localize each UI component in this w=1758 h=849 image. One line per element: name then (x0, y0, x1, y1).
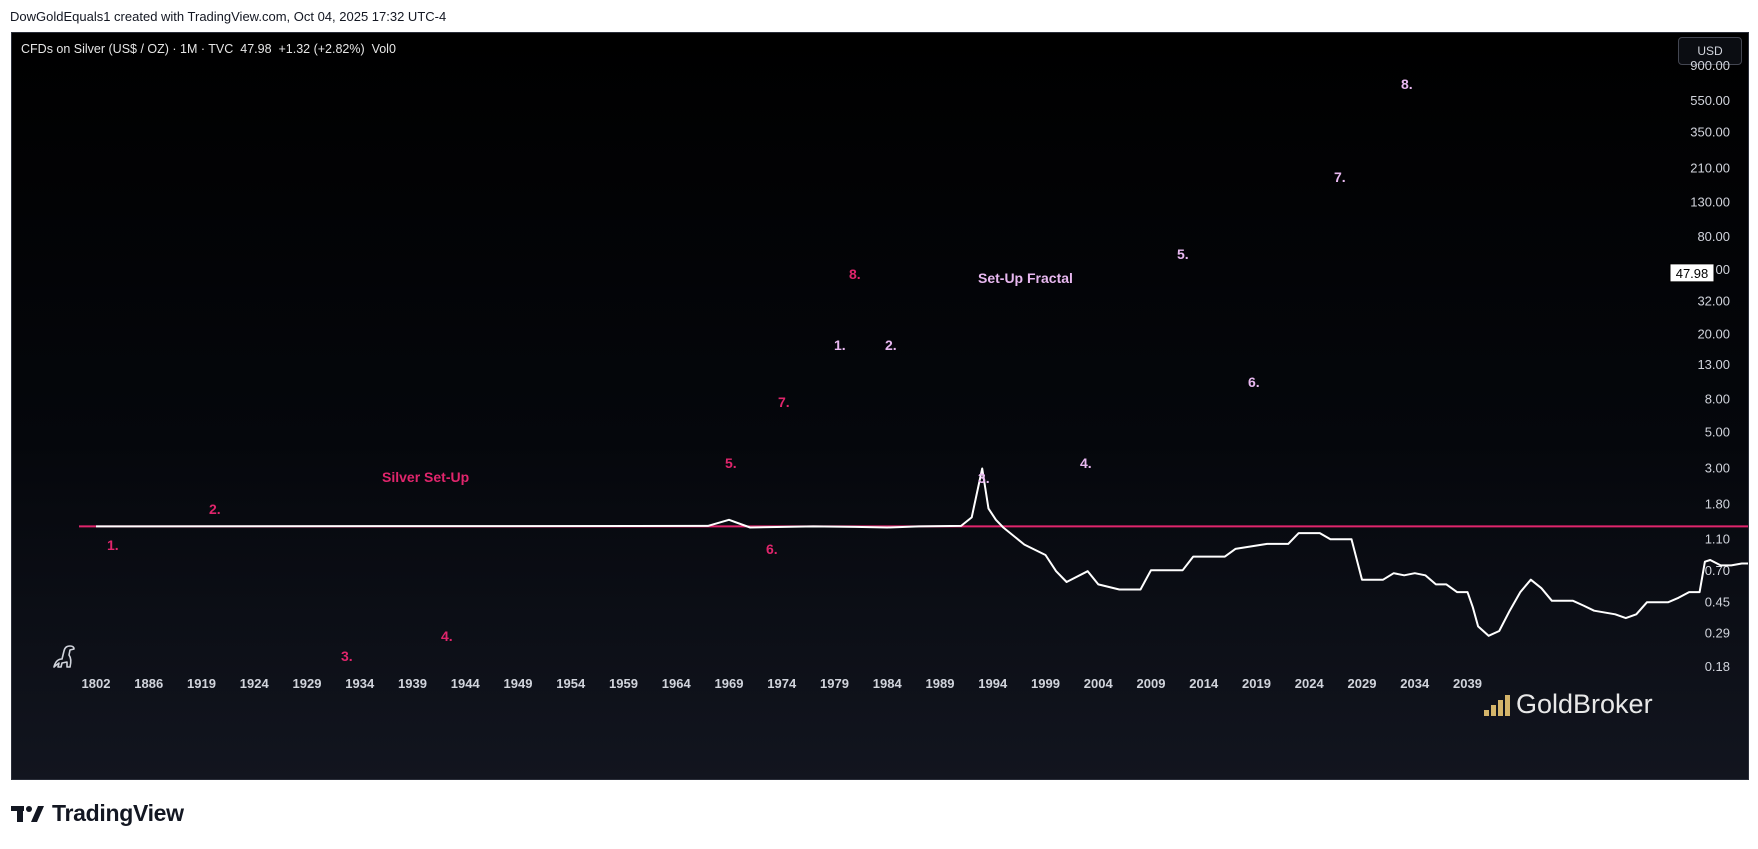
y-tick-label: 8.00 (1705, 391, 1730, 406)
y-tick-label: 0.70 (1705, 563, 1730, 578)
y-tick-label: 900.00 (1690, 58, 1730, 73)
x-tick-label: 2029 (1348, 676, 1377, 691)
y-tick-label: 32.00 (1697, 293, 1730, 308)
silver-label-5: 5. (725, 455, 737, 471)
silver-label-1: 1. (107, 537, 119, 553)
tradingview-text: TradingView (52, 800, 184, 826)
fractal-label-6: 6. (1248, 374, 1260, 390)
y-tick-label: 80.00 (1697, 229, 1730, 244)
y-tick-label: 13.00 (1697, 357, 1730, 372)
x-tick-label: 1979 (820, 676, 849, 691)
y-tick-label: 550.00 (1690, 93, 1730, 108)
tradingview-logo-icon (11, 805, 44, 822)
x-tick-label: 1969 (715, 676, 744, 691)
currency-button[interactable]: USD (1678, 37, 1742, 65)
fractal-label-1: 1. (834, 337, 846, 353)
x-tick-label: 1994 (978, 676, 1008, 691)
x-tick-label: 2039 (1453, 676, 1482, 691)
silver-label-8: 8. (849, 266, 861, 282)
x-tick-label: 1934 (345, 676, 375, 691)
x-tick-label: 1954 (556, 676, 586, 691)
fractal-title: Set-Up Fractal (978, 270, 1073, 286)
goldbroker-logo: GoldBroker (1484, 689, 1653, 720)
chart-caption: DowGoldEquals1 created with TradingView.… (10, 9, 447, 24)
x-tick-label: 2019 (1242, 676, 1271, 691)
x-tick-label: 1984 (873, 676, 903, 691)
silver-label-4: 4. (441, 628, 453, 644)
tradingview-brand[interactable]: TradingView (11, 800, 184, 827)
x-tick-label: 1964 (662, 676, 692, 691)
y-tick-label: 210.00 (1690, 161, 1730, 176)
y-tick-label: 130.00 (1690, 195, 1730, 210)
x-tick-label: 1999 (1031, 676, 1060, 691)
x-tick-label: 2034 (1400, 676, 1430, 691)
x-axis: 1802 1886 1919 1924 1929 1934 1939 1944 1949 1954… (82, 676, 1482, 691)
silver-label-7: 7. (778, 394, 790, 410)
y-tick-label: 1.80 (1705, 497, 1730, 512)
x-tick-label: 1802 (82, 676, 111, 691)
x-tick-label: 2009 (1137, 676, 1166, 691)
y-tick-label: 1.10 (1705, 531, 1730, 546)
gold-bars-icon (1484, 694, 1510, 716)
last-price-label: 47.98 (1676, 266, 1709, 281)
silver-label-2: 2. (209, 501, 221, 517)
goldbroker-text: GoldBroker (1516, 689, 1653, 719)
symbol-info: CFDs on Silver (US$ / OZ) · 1M · TVC 47.… (21, 42, 396, 56)
x-tick-label: 1949 (504, 676, 533, 691)
x-tick-label: 1929 (293, 676, 322, 691)
chart-panel[interactable]: CFDs on Silver (US$ / OZ) · 1M · TVC 47.… (11, 32, 1749, 780)
silver-price-line (95, 467, 1748, 637)
y-tick-label: 0.29 (1705, 625, 1730, 640)
y-tick-label: 3.00 (1705, 460, 1730, 475)
x-tick-label: 1886 (134, 676, 163, 691)
y-tick-label: 0.45 (1705, 594, 1730, 609)
y-tick-label: 350.00 (1690, 125, 1730, 140)
fractal-label-3: 3. (978, 470, 990, 486)
x-tick-label: 1944 (451, 676, 481, 691)
x-tick-label: 2004 (1084, 676, 1114, 691)
fractal-label-8: 8. (1401, 76, 1413, 92)
x-tick-label: 1989 (926, 676, 955, 691)
x-tick-label: 1939 (398, 676, 427, 691)
silver-setup-title: Silver Set-Up (382, 469, 469, 485)
series-layer: 47.98 (95, 263, 1748, 637)
y-axis: 900.00550.00350.00210.00130.0080.0050.00… (1690, 58, 1730, 674)
fractal-label-7: 7. (1334, 169, 1346, 185)
silver-label-3: 3. (341, 648, 353, 664)
x-tick-label: 1919 (187, 676, 216, 691)
last-price-tag (1669, 263, 1715, 283)
x-tick-label: 2024 (1295, 676, 1325, 691)
overlays (79, 525, 1748, 528)
y-tick-label: 5.00 (1705, 424, 1730, 439)
fractal-label-2: 2. (885, 337, 897, 353)
x-tick-label: 1974 (767, 676, 797, 691)
fractal-label-4: 4. (1080, 455, 1092, 471)
x-tick-label: 2014 (1189, 676, 1219, 691)
x-tick-label: 1924 (240, 676, 270, 691)
x-tick-label: 1959 (609, 676, 638, 691)
dino-icon (50, 641, 80, 676)
annotation-labels: Silver Set-Up Set-Up Fractal 1. 2. 3. 4. 5. 6. 7… (107, 76, 1413, 664)
silver-label-6: 6. (766, 541, 778, 557)
price-chart[interactable]: 900.00550.00350.00210.00130.0080.0050.00… (12, 33, 1748, 779)
fractal-label-5: 5. (1177, 246, 1189, 262)
y-tick-label: 0.18 (1705, 659, 1730, 674)
y-tick-label: 20.00 (1697, 327, 1730, 342)
